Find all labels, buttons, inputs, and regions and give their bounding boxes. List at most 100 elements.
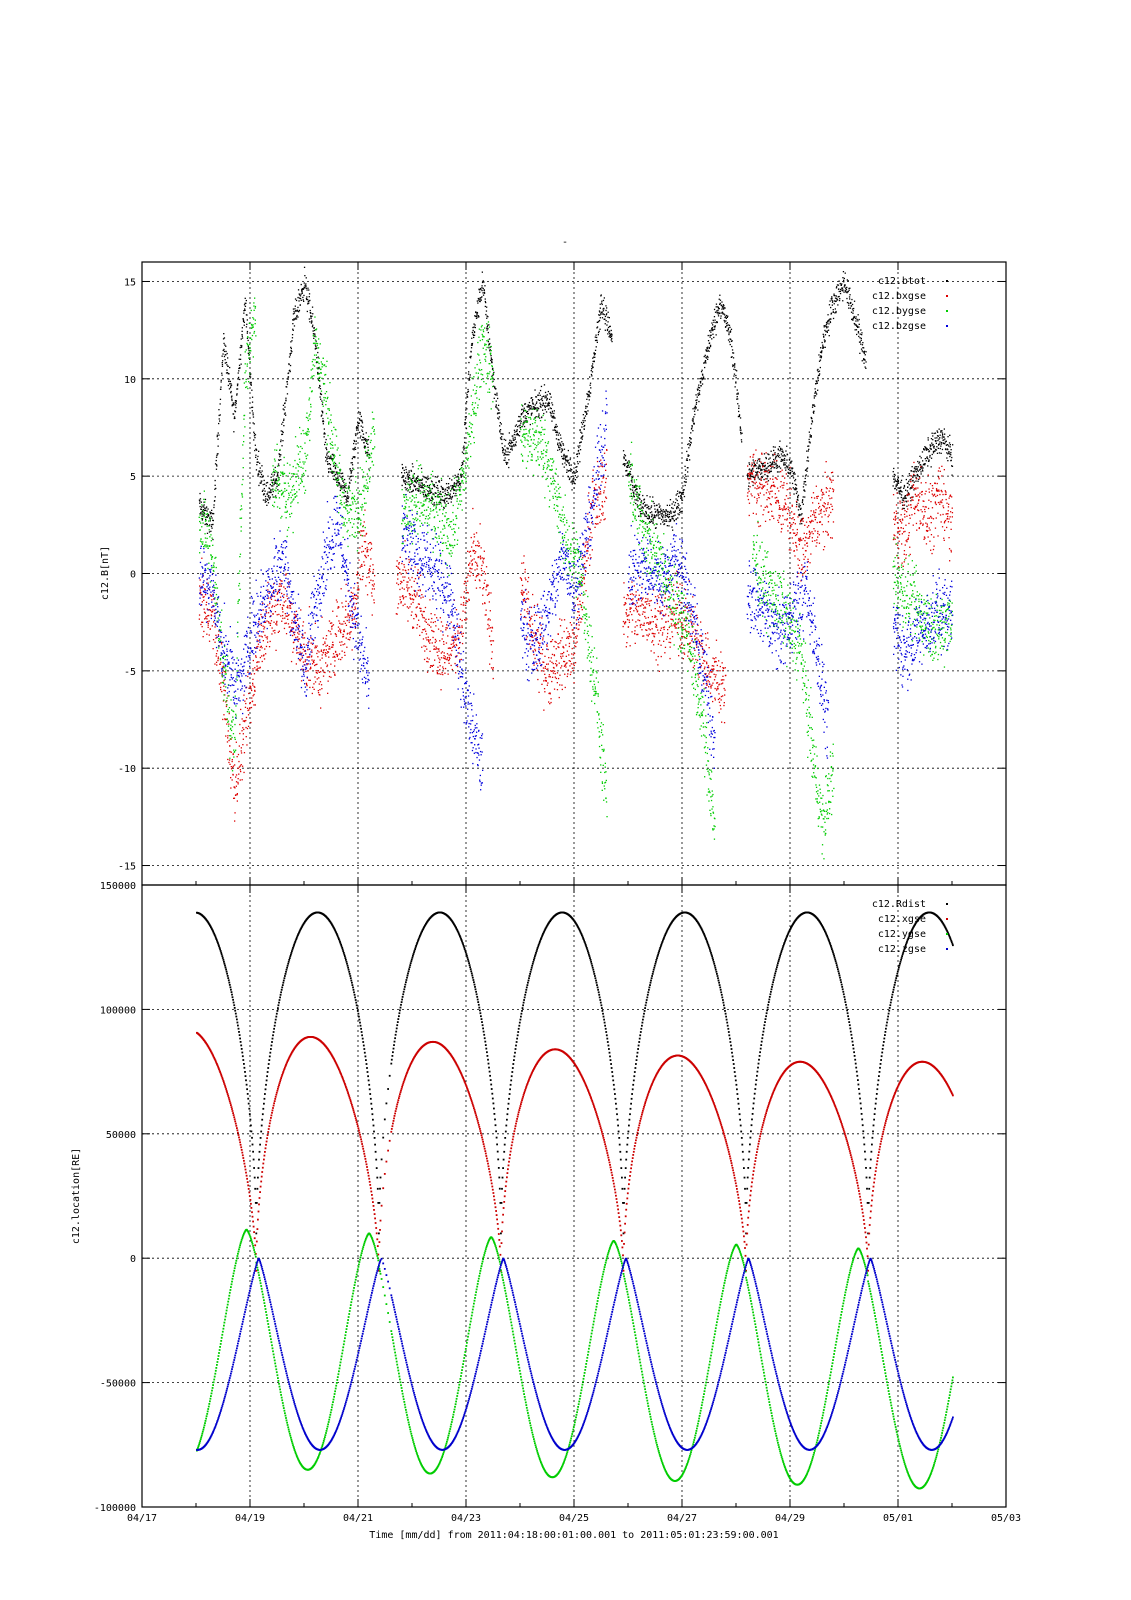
data-point [368, 582, 371, 584]
data-point [537, 641, 539, 643]
data-point [719, 294, 721, 296]
data-point [594, 336, 596, 338]
data-point [856, 333, 858, 336]
data-point [481, 285, 483, 287]
data-point [587, 541, 589, 543]
data-point [592, 357, 594, 359]
data-point [555, 677, 557, 680]
data-point [320, 667, 322, 669]
data-point [648, 515, 650, 517]
data-point [322, 420, 324, 423]
data-point [452, 635, 454, 637]
data-point [252, 695, 254, 697]
data-point [421, 646, 423, 648]
data-point [828, 323, 830, 325]
data-point [407, 476, 410, 478]
data-point [312, 660, 314, 663]
data-point [712, 328, 714, 331]
data-point [493, 385, 495, 387]
data-point [367, 555, 369, 557]
data-point [718, 311, 720, 314]
data-point [485, 313, 487, 316]
data-point [751, 469, 753, 471]
data-point [400, 580, 402, 583]
data-point [717, 306, 719, 308]
data-point [205, 604, 207, 606]
data-point [468, 599, 470, 601]
data-point [290, 660, 293, 663]
data-point [933, 432, 935, 435]
data-point [860, 348, 863, 350]
data-point [602, 299, 605, 302]
data-point [427, 490, 429, 492]
data-point [909, 488, 911, 490]
data-point [443, 641, 445, 643]
data-point [634, 490, 636, 492]
data-point [227, 730, 229, 732]
data-point [568, 642, 571, 645]
data-point [449, 495, 451, 497]
data-point [823, 325, 825, 327]
data-point [900, 479, 903, 481]
data-point [348, 615, 350, 617]
data-point [900, 481, 902, 483]
data-point [514, 425, 517, 427]
data-point [353, 439, 355, 442]
data-point [313, 659, 315, 661]
data-point [713, 308, 716, 311]
data-point [268, 607, 270, 609]
data-point [214, 463, 217, 465]
data-point [783, 455, 785, 457]
data-point [527, 580, 529, 583]
data-point [439, 640, 441, 642]
data-point [237, 783, 239, 785]
data-point [810, 427, 812, 430]
data-point [576, 453, 578, 455]
data-point [780, 460, 783, 462]
data-point [367, 453, 369, 455]
data-point [430, 491, 432, 494]
data-point [360, 530, 362, 532]
data-point [332, 478, 335, 480]
data-point [543, 670, 545, 672]
data-point [315, 347, 318, 349]
data-point [315, 346, 317, 348]
data-point [255, 456, 257, 458]
data-point [555, 665, 558, 667]
data-point [850, 305, 853, 307]
data-point [759, 467, 761, 469]
data-point [472, 329, 474, 332]
data-point [819, 351, 822, 353]
data-point [806, 467, 809, 469]
data-point [623, 457, 625, 460]
data-point [566, 650, 568, 652]
data-point [447, 502, 449, 504]
data-point [428, 493, 430, 495]
data-point [227, 695, 229, 697]
data-point [268, 592, 270, 594]
data-point [538, 413, 540, 415]
data-point [261, 647, 263, 649]
data-point [302, 637, 304, 639]
data-point [863, 362, 865, 364]
data-point [628, 473, 630, 475]
data-point [259, 467, 261, 469]
data-point [407, 588, 409, 590]
data-point [638, 493, 641, 496]
data-point [419, 490, 421, 492]
data-point [528, 405, 531, 407]
data-point [330, 456, 332, 458]
data-point [579, 603, 582, 606]
data-point [220, 641, 223, 644]
data-point [361, 430, 364, 432]
data-point [446, 627, 448, 629]
data-point [287, 623, 290, 625]
data-point [912, 470, 914, 472]
data-point [334, 656, 336, 658]
data-point [544, 667, 546, 669]
data-point [239, 765, 241, 767]
data-point [488, 338, 491, 340]
data-point [305, 682, 308, 684]
data-point [406, 475, 408, 477]
data-point [220, 386, 222, 388]
